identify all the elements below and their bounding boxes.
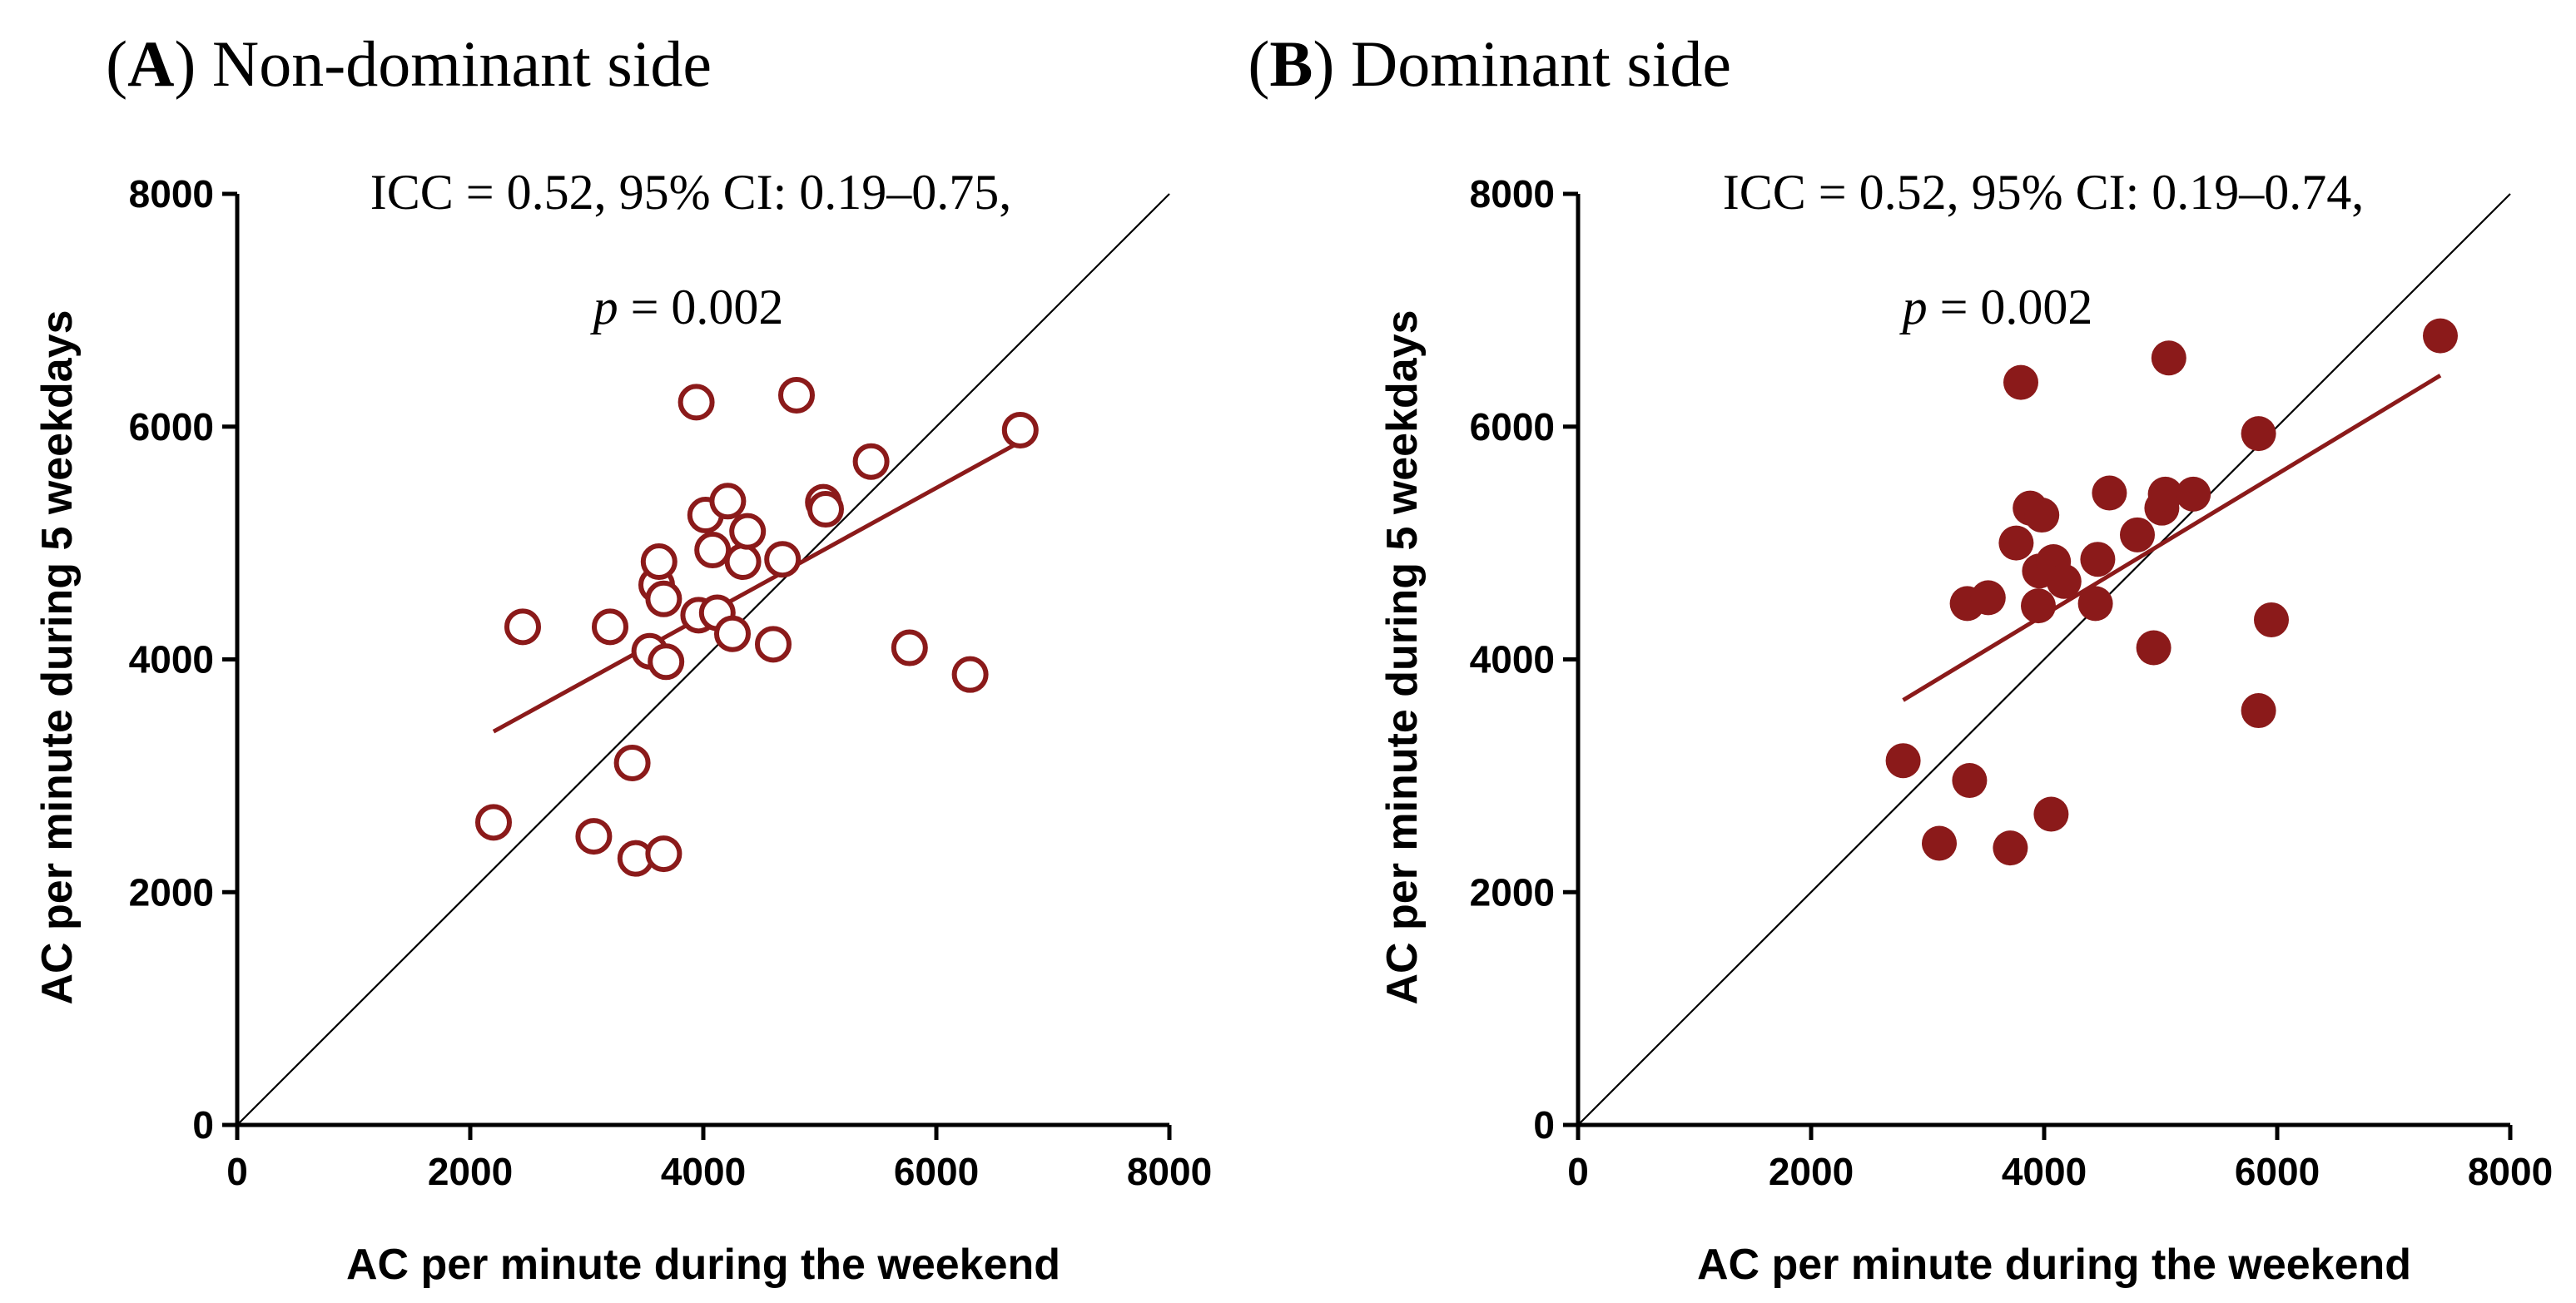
panel-a-data-point [645, 580, 682, 617]
panel-a-x-tick-label: 4000 [661, 1150, 746, 1193]
panel-b-data-point [1885, 743, 1921, 779]
panel-b-icc-text: ICC = 0.52, 95% CI: 0.19–0.74, [1723, 165, 2365, 220]
panel-b-data-point [1998, 525, 2034, 561]
panel-a-y-axis-label: AC per minute during 5 weekdays [33, 310, 82, 1004]
panel-b-y-tick-label: 0 [1533, 1103, 1555, 1147]
panel-a-data-point [764, 541, 802, 578]
panel-a-y-tick-labels: 0 2000 4000 6000 8000 [129, 172, 214, 1147]
panel-b-data-point [2241, 416, 2276, 452]
panel-a-data-point [755, 626, 792, 663]
panel-a-letter: A [127, 27, 174, 100]
panel-b-p-symbol: p [1899, 280, 1928, 334]
panel-b-y-tick-label: 2000 [1470, 870, 1555, 914]
panel-b-data-point [2092, 475, 2127, 511]
panel-b-x-axis-label: AC per minute during the weekend [1697, 1241, 2411, 1289]
panel-b-y-tick-labels: 0 2000 4000 6000 8000 [1470, 172, 1555, 1147]
panel-a-data-point [778, 376, 815, 414]
panel-a-x-axis-label: AC per minute during the weekend [346, 1241, 1060, 1289]
panel-b: (B) Dominant side ICC = 0.52, 95% CI: 0.… [1248, 27, 2553, 1289]
panel-a-data-point [852, 443, 890, 480]
panel-a-x-tick-label: 6000 [894, 1150, 979, 1193]
panel-b-y-tick-label: 4000 [1470, 638, 1555, 681]
panel-b-y-tick-label: 8000 [1470, 172, 1555, 216]
panel-a-data-point [729, 513, 767, 550]
panel-a-x-tick-labels: 0 2000 4000 6000 8000 [226, 1150, 1212, 1193]
panel-b-data-point [2176, 476, 2211, 512]
panel-b-data-point [1922, 825, 1957, 861]
panel-b-data-point [2021, 588, 2056, 624]
panel-a-data-point [613, 744, 651, 781]
panel-b-data-point [2151, 340, 2186, 376]
panel-a-data-point [678, 384, 715, 421]
panel-b-data-point [1952, 762, 1988, 798]
panel-b-data-point [2241, 693, 2276, 729]
panel-b-data-point [1993, 830, 2028, 866]
panel-b-title-text: Dominant side [1351, 27, 1731, 100]
panel-a-y-tick-label: 6000 [129, 405, 214, 448]
panel-a-data-point [575, 818, 613, 855]
panel-a-x-tick-label: 8000 [1127, 1150, 1212, 1193]
panel-b-x-tick-label: 8000 [2468, 1150, 2553, 1193]
panel-a-x-tick-label: 0 [226, 1150, 248, 1193]
panel-b-y-axis-label: AC per minute during 5 weekdays [1378, 310, 1427, 1004]
panel-a-data-point [709, 483, 747, 520]
panel-a-p-symbol: p [590, 280, 618, 334]
panel-a-y-tick-label: 8000 [129, 172, 214, 216]
panel-b-data-point [2080, 542, 2116, 577]
panel-a-plot-area [222, 191, 1172, 1140]
panel-b-data-point [2423, 318, 2458, 354]
panel-a-data-point [951, 656, 989, 693]
panel-b-data-point [2147, 476, 2183, 512]
panel-a: (A) Non-dominant side ICC = 0.52, 95% CI… [33, 27, 1212, 1289]
panel-a-data-point [592, 608, 628, 646]
panel-a-y-tick-label: 4000 [129, 638, 214, 681]
panel-b-regression-line [1902, 374, 2442, 702]
panel-a-data-point [475, 804, 512, 841]
panel-b-x-tick-labels: 0 2000 4000 6000 8000 [1567, 1150, 2553, 1193]
panel-b-data-point [2046, 563, 2082, 599]
panel-b-x-tick-label: 4000 [2002, 1150, 2087, 1193]
panel-b-y-tick-label: 6000 [1470, 405, 1555, 448]
panel-a-data-point [891, 629, 928, 666]
panel-b-plot-area [1563, 191, 2513, 1140]
panel-a-icc-text: ICC = 0.52, 95% CI: 0.19–0.75, [370, 165, 1012, 220]
panel-b-data-point [2120, 517, 2155, 552]
panel-b-x-tick-label: 0 [1567, 1150, 1589, 1193]
panel-b-letter: B [1269, 27, 1313, 100]
panel-a-data-point [645, 835, 682, 873]
panel-a-y-tick-label: 0 [192, 1103, 214, 1147]
panel-b-data-point [2077, 586, 2113, 622]
panel-b-p-value: p = 0.002 [1899, 280, 2093, 334]
panel-a-data-point [504, 608, 541, 646]
panel-b-data-point [2136, 630, 2171, 666]
panel-b-data-point [2254, 602, 2289, 637]
panel-b-data-point [2033, 796, 2069, 832]
panel-a-data-point [714, 615, 751, 652]
panel-b-x-tick-label: 6000 [2235, 1150, 2320, 1193]
panel-a-data-point [1001, 411, 1039, 448]
panel-a-data-point [724, 543, 762, 581]
panel-a-x-tick-label: 2000 [428, 1150, 513, 1193]
panel-b-data-point [2003, 364, 2038, 400]
panel-b-data-point [1970, 580, 2006, 616]
panel-b-data-point [2024, 498, 2060, 533]
panel-a-regression-line [492, 439, 1022, 734]
panel-b-p-number: = 0.002 [1928, 280, 2093, 334]
panel-a-identity-line [236, 193, 1170, 1126]
panel-a-y-tick-label: 2000 [129, 870, 214, 914]
panel-a-title: (A) Non-dominant side [106, 27, 712, 100]
panel-a-p-number: = 0.002 [618, 280, 784, 334]
panel-b-title: (B) Dominant side [1248, 27, 1731, 100]
panel-a-data-point [648, 643, 685, 681]
panel-b-identity-line [1577, 193, 2511, 1126]
panel-a-data-point [694, 532, 732, 569]
panel-b-x-tick-label: 2000 [1769, 1150, 1854, 1193]
panel-a-data-point [807, 491, 844, 528]
panel-a-p-value: p = 0.002 [590, 280, 784, 334]
panel-a-title-text: Non-dominant side [212, 27, 712, 100]
panel-a-data-point [640, 543, 678, 581]
